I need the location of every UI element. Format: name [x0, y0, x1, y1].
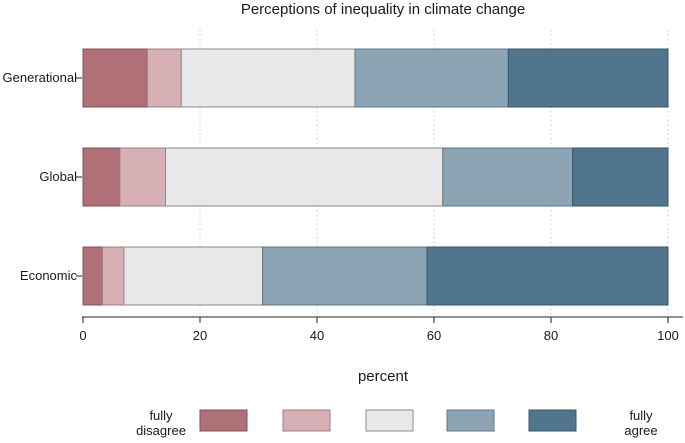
- legend-left-label-line2: disagree: [136, 423, 186, 438]
- y-tick-label-global: Global: [39, 169, 77, 184]
- x-tick-label-0: 0: [79, 328, 86, 343]
- legend-key-fully-agree: [528, 409, 577, 432]
- legend-key-neutral: [365, 409, 414, 432]
- bar-generational-agree: [354, 48, 509, 108]
- x-tick-label-60: 60: [427, 328, 441, 343]
- legend-right-label: fully: [629, 408, 653, 423]
- y-tick-label-generational: Generational: [3, 70, 78, 85]
- bar-economic-agree: [262, 246, 428, 306]
- bar-global-disagree: [119, 147, 166, 207]
- legend-key-agree: [446, 409, 495, 432]
- bar-economic-neutral: [123, 246, 264, 306]
- chart-title: Perceptions of inequality in climate cha…: [241, 1, 525, 18]
- bar-generational-disagree: [146, 48, 182, 108]
- x-tick-label-40: 40: [310, 328, 324, 343]
- bar-generational-fully-agree: [507, 48, 669, 108]
- x-axis-label: percent: [358, 368, 409, 385]
- legend-key-fully-disagree: [199, 409, 248, 432]
- bar-global-neutral: [164, 147, 444, 207]
- y-tick-label-economic: Economic: [20, 268, 78, 283]
- legend-key-disagree: [282, 409, 331, 432]
- bar-economic-fully-agree: [426, 246, 669, 306]
- bar-global-agree: [442, 147, 574, 207]
- bar-generational-fully-disagree: [82, 48, 148, 108]
- bar-economic-fully-disagree: [82, 246, 103, 306]
- bar-global-fully-agree: [572, 147, 669, 207]
- legend-left-label: fully: [149, 408, 173, 423]
- bar-generational-neutral: [180, 48, 356, 108]
- x-tick-label-20: 20: [193, 328, 207, 343]
- y-axis-labels: Generational Global Economic: [3, 70, 82, 283]
- x-axis-ticks: 0 20 40 60 80 100: [79, 317, 679, 343]
- legend-right-label-line2: agree: [624, 423, 657, 438]
- bar-global-fully-disagree: [82, 147, 121, 207]
- bars: [82, 48, 669, 306]
- x-tick-label-100: 100: [657, 328, 679, 343]
- bar-economic-disagree: [101, 246, 125, 306]
- x-tick-label-80: 80: [544, 328, 558, 343]
